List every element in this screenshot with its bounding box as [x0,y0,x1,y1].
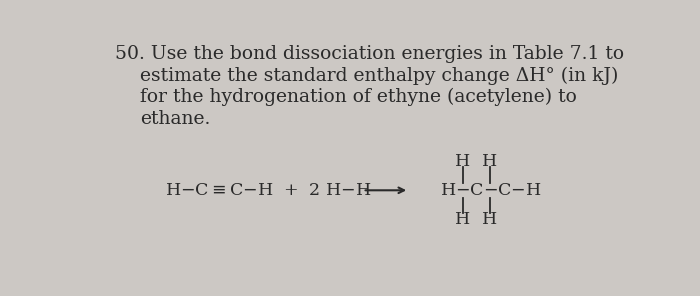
Text: H: H [482,152,497,170]
Text: H: H [455,211,470,228]
Text: H$-$C$\equiv$C$-$H  +  2 H$-$H: H$-$C$\equiv$C$-$H + 2 H$-$H [165,182,372,199]
Text: H: H [455,152,470,170]
Text: 50. Use the bond dissociation energies in Table 7.1 to: 50. Use the bond dissociation energies i… [115,45,624,63]
Text: ethane.: ethane. [140,110,211,128]
Text: H: H [482,211,497,228]
Text: for the hydrogenation of ethyne (acetylene) to: for the hydrogenation of ethyne (acetyle… [140,88,577,106]
Text: H$-$C$-$C$-$H: H$-$C$-$C$-$H [440,182,542,199]
Text: estimate the standard enthalpy change ΔH° (in kJ): estimate the standard enthalpy change ΔH… [140,67,619,85]
